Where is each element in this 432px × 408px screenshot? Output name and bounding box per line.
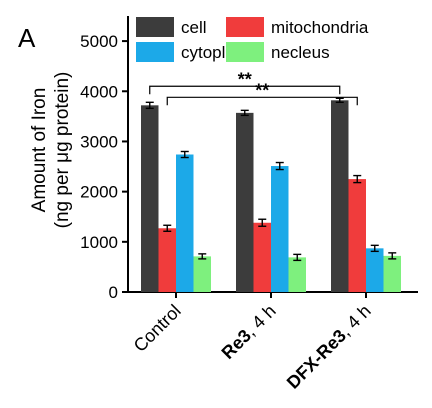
y-axis-title: Amount of Iron (ng per μg protein) bbox=[29, 72, 73, 229]
significance-label-1: ** bbox=[255, 80, 269, 100]
bar-cytoplasm-2 bbox=[366, 248, 384, 292]
significance-bracket-1 bbox=[166, 96, 358, 106]
legend-swatch-necleus bbox=[226, 42, 264, 62]
bar-mitochondria-1 bbox=[253, 222, 271, 292]
legend-swatch-cell bbox=[136, 17, 174, 37]
legend-swatch-mitochondria bbox=[226, 17, 264, 37]
y-tick-label-0: 0 bbox=[109, 283, 118, 302]
bar-cell-1 bbox=[236, 112, 254, 292]
legend-label-cell: cell bbox=[181, 18, 207, 37]
bar-mitochondria-2 bbox=[348, 179, 366, 292]
y-tick-label-2: 2000 bbox=[80, 183, 118, 202]
bar-necleus-0 bbox=[193, 256, 211, 292]
y-tick-label-5: 5000 bbox=[80, 32, 118, 51]
significance-bracket-0 bbox=[149, 85, 341, 95]
x-tick-label-2: DFX-Re3, 4 h bbox=[283, 301, 375, 393]
bar-cell-2 bbox=[331, 100, 349, 293]
y-axis-title-line-2: (ng per μg protein) bbox=[52, 72, 73, 229]
y-tick-label-3: 3000 bbox=[80, 132, 118, 151]
bar-necleus-1 bbox=[288, 257, 306, 292]
y-tick-label-1: 1000 bbox=[80, 233, 118, 252]
bar-cell-0 bbox=[141, 105, 159, 292]
y-axis-title-line-1: Amount of Iron bbox=[29, 88, 50, 213]
x-tick-label-1: Re3, 4 h bbox=[218, 301, 280, 363]
plot-area: 0 1000 2000 3000 4000 5000 Control Re3, 4 hDFX-… bbox=[80, 16, 418, 393]
significance-label-0: ** bbox=[238, 69, 252, 89]
bar-necleus-2 bbox=[383, 255, 401, 292]
y-tick-label-4: 4000 bbox=[80, 82, 118, 101]
bar-cytoplasm-1 bbox=[271, 166, 289, 292]
x-tick-label-0: Control bbox=[130, 301, 185, 356]
bar-mitochondria-0 bbox=[158, 228, 176, 292]
legend-label-mitochondria: mitochondria bbox=[271, 18, 369, 37]
panel-label: A bbox=[18, 23, 36, 53]
bar-cytoplasm-0 bbox=[176, 154, 194, 292]
legend-swatch-cytoplasm bbox=[136, 42, 174, 62]
x-tick-label-rest-part-0: Control bbox=[130, 301, 185, 356]
legend-label-necleus: necleus bbox=[271, 43, 330, 62]
x-tick-label-bold-part-2: DFX-Re3 bbox=[283, 325, 350, 392]
